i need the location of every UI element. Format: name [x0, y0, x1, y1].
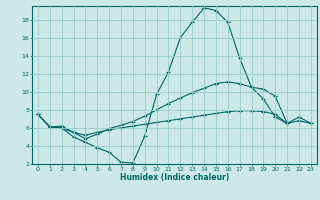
X-axis label: Humidex (Indice chaleur): Humidex (Indice chaleur) [120, 173, 229, 182]
